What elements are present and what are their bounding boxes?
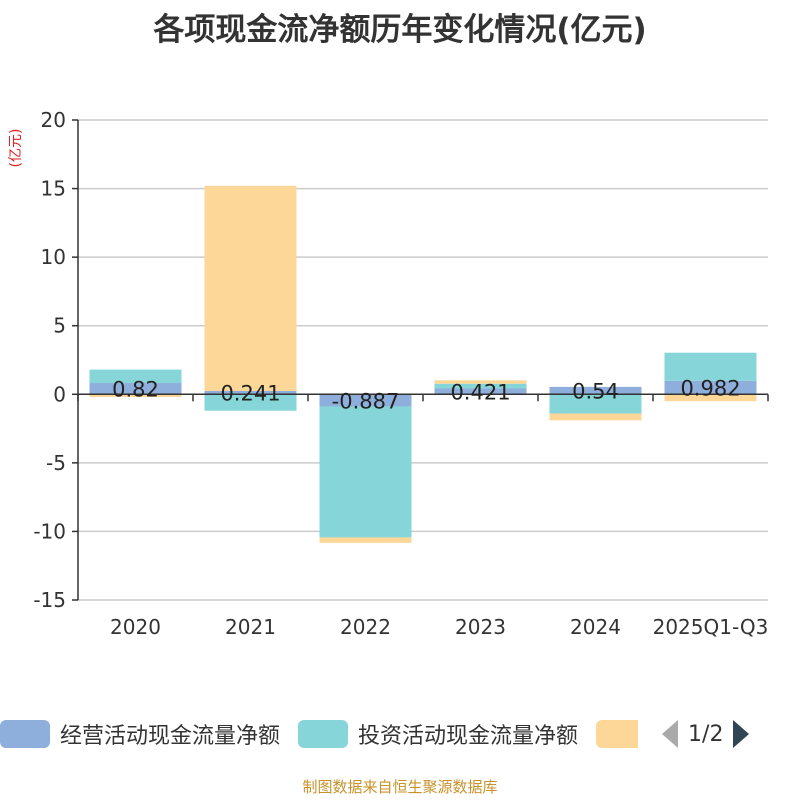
legend-prev-page-icon[interactable]	[662, 720, 679, 748]
y-tick-label: 15	[41, 177, 66, 201]
bar-operating-2023[interactable]	[434, 388, 527, 395]
bar-operating-2020[interactable]	[89, 383, 182, 395]
bar-financing-2025Q1-Q3[interactable]	[664, 394, 757, 402]
x-tick-label: 2024	[570, 615, 621, 639]
y-tick-label: 5	[53, 314, 66, 338]
legend-label-investing: 投资活动现金流量净额	[358, 724, 579, 749]
legend-label-operating: 经营活动现金流量净额	[60, 724, 281, 749]
legend-next-page-icon[interactable]	[733, 720, 750, 748]
data-label: -0.887	[332, 389, 400, 413]
y-tick-label: -15	[33, 588, 66, 612]
bar-investing-2025Q1-Q3[interactable]	[664, 352, 757, 381]
y-tick-label: 20	[41, 108, 66, 132]
bar-financing-2023[interactable]	[434, 380, 527, 384]
data-labels: 0.82 0.241 -0.887 0.421 0.54 0.982	[112, 377, 740, 414]
y-axis-label: (亿元)	[8, 129, 24, 168]
x-tick-label: 2025Q1-Q3	[653, 615, 769, 639]
legend-item-operating[interactable]: 经营活动现金流量净额	[0, 718, 280, 750]
bars	[89, 185, 757, 543]
axes: 20 15 10 5 0 -5 -10 -15 2020 2021 2022 2023 2024 2025…	[33, 108, 769, 639]
legend-swatch-investing	[298, 720, 349, 748]
bar-investing-2024[interactable]	[549, 394, 642, 414]
bar-investing-2023[interactable]	[434, 383, 527, 389]
data-label: 0.82	[112, 378, 159, 402]
bar-financing-2021[interactable]	[204, 185, 297, 391]
legend: 经营活动现金流量净额 投资活动现金流量净额 1/2	[0, 716, 750, 752]
y-tick-label: -10	[33, 519, 66, 543]
data-label: 0.241	[220, 382, 280, 406]
legend-pager: 1/2	[662, 720, 750, 748]
x-tick-label: 2022	[340, 615, 391, 639]
data-source-note: 制图数据来自恒生聚源数据库	[302, 778, 498, 796]
data-label: 0.421	[450, 380, 510, 404]
y-tick-label: 0	[53, 382, 66, 406]
y-tick-label: 10	[41, 245, 66, 269]
legend-item-financing[interactable]	[596, 720, 639, 748]
bar-operating-2021[interactable]	[204, 390, 297, 395]
bar-investing-2020[interactable]	[89, 369, 182, 384]
chart-title: 各项现金流净额历年变化情况(亿元)	[153, 12, 647, 48]
bar-operating-2022[interactable]	[319, 394, 412, 407]
bar-investing-2022[interactable]	[319, 406, 412, 538]
y-tick-label: -5	[46, 451, 66, 475]
grid-lines	[78, 119, 768, 601]
bar-financing-2020[interactable]	[89, 394, 182, 398]
x-tick-label: 2023	[455, 615, 506, 639]
legend-page-indicator: 1/2	[688, 721, 724, 747]
bar-operating-2024[interactable]	[549, 386, 642, 395]
chart-area: 20 15 10 5 0 -5 -10 -15 2020 2021 2022 2023 2024 2025…	[8, 108, 769, 639]
legend-swatch-financing	[596, 720, 639, 748]
data-label: 0.54	[572, 380, 619, 404]
x-tick-label: 2020	[110, 615, 161, 639]
x-tick-label: 2021	[225, 615, 276, 639]
bar-financing-2022[interactable]	[319, 537, 412, 543]
data-label: 0.982	[680, 377, 740, 401]
bar-financing-2024[interactable]	[549, 413, 642, 421]
legend-swatch-operating	[0, 720, 50, 748]
bar-investing-2021[interactable]	[204, 394, 297, 411]
legend-item-investing[interactable]: 投资活动现金流量净额	[298, 718, 578, 750]
bar-operating-2025Q1-Q3[interactable]	[664, 380, 757, 395]
